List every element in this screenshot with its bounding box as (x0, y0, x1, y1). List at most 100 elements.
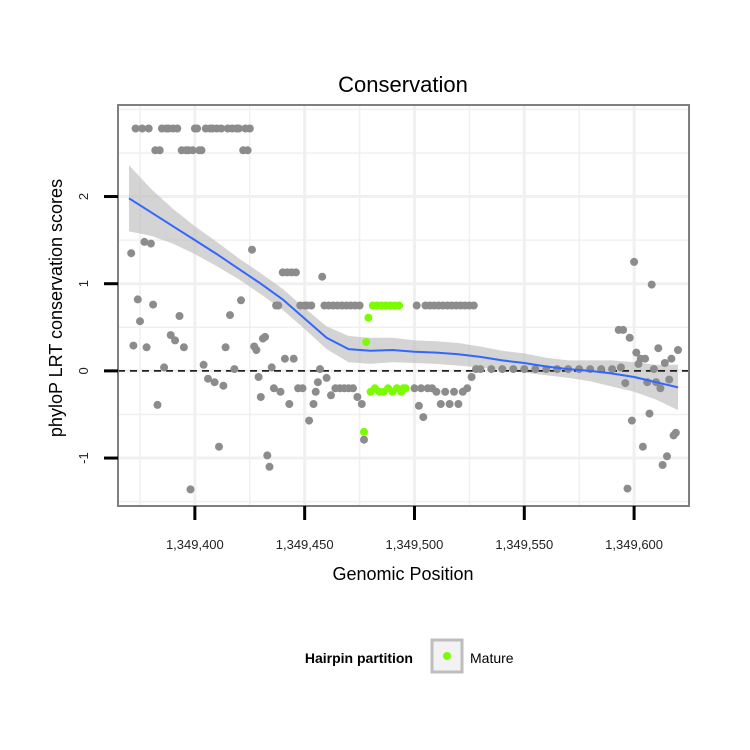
other-point (674, 346, 682, 354)
other-point (627, 416, 636, 425)
other-point (432, 387, 441, 396)
other-point (658, 461, 667, 469)
other-point (197, 146, 206, 155)
y-axis: -1 0 1 2 (76, 193, 118, 464)
mature-point (360, 427, 368, 436)
other-point (140, 237, 149, 246)
other-point (417, 384, 426, 393)
other-point (441, 387, 450, 396)
smooth-line-layer (128, 197, 679, 389)
x-tick-label: 1,349,550 (495, 537, 553, 552)
other-point (313, 378, 322, 387)
other-point (349, 384, 357, 393)
other-point (445, 400, 454, 408)
legend-key-mature-dot (443, 652, 451, 660)
other-point (531, 365, 540, 374)
other-point (219, 381, 228, 390)
y-tick-label: -1 (76, 452, 91, 464)
other-point (254, 373, 263, 381)
other-point (630, 257, 639, 266)
other-point (454, 400, 463, 408)
other-point (467, 373, 476, 381)
other-point (280, 354, 289, 363)
other-point (509, 365, 518, 374)
other-point (355, 301, 364, 310)
other-point (265, 462, 274, 471)
other-point (160, 363, 169, 372)
other-point (656, 384, 665, 393)
x-tick-label: 1,349,400 (166, 537, 224, 552)
y-tick-label: 1 (76, 280, 91, 287)
other-point (166, 331, 175, 340)
other-point (469, 301, 478, 310)
other-point (127, 249, 136, 258)
other-point (217, 124, 226, 133)
legend-title: Hairpin partition (305, 650, 413, 666)
other-point (625, 333, 634, 342)
other-point (638, 442, 647, 451)
other-point (269, 384, 278, 393)
other-point (138, 124, 147, 133)
other-point (146, 239, 155, 248)
other-point (136, 317, 144, 326)
other-point (616, 363, 625, 372)
other-point (153, 400, 162, 409)
y-tick-label: 2 (76, 193, 91, 200)
other-point (307, 301, 316, 310)
other-point (419, 413, 428, 422)
other-point (671, 428, 680, 437)
other-point (133, 295, 142, 304)
other-point (357, 400, 366, 408)
other-point (289, 354, 298, 363)
other-point (245, 124, 254, 133)
other-point (173, 124, 182, 133)
other-point (667, 354, 676, 363)
other-point (129, 341, 138, 350)
other-point (520, 365, 529, 374)
mature-point (401, 384, 410, 393)
other-point (316, 365, 324, 374)
legend: Hairpin partition Mature (305, 638, 514, 674)
other-point (175, 312, 184, 320)
other-point (210, 378, 219, 387)
other-point (608, 365, 617, 374)
other-point (641, 354, 650, 363)
other-point (660, 359, 669, 367)
other-point (276, 387, 285, 396)
other-point (144, 124, 153, 133)
other-point (619, 325, 628, 334)
mature-point (395, 301, 404, 310)
x-tick-label: 1,349,600 (605, 537, 663, 552)
other-point (248, 245, 256, 254)
other-point (647, 280, 656, 289)
y-tick-label: 0 (76, 367, 91, 374)
other-point (309, 400, 318, 408)
y-axis-title: phyloP LRT conservation scores (46, 179, 66, 437)
other-point (274, 301, 283, 310)
other-point (663, 452, 671, 461)
x-axis: 1,349,400 1,349,450 1,349,500 1,349,550 1,34… (166, 506, 663, 552)
other-point (412, 301, 421, 310)
other-point (243, 146, 252, 155)
other-point (487, 365, 496, 374)
mature-point (362, 338, 371, 347)
other-point (215, 442, 223, 451)
other-point (263, 451, 272, 460)
other-point (410, 384, 419, 393)
other-point (322, 373, 331, 382)
other-point (186, 485, 195, 494)
mature-point (364, 313, 373, 322)
other-point (623, 484, 632, 493)
other-point (131, 124, 140, 133)
other-point (149, 300, 158, 309)
other-point (305, 416, 314, 425)
other-point (632, 348, 641, 357)
other-point (476, 365, 485, 374)
other-point (285, 400, 294, 408)
other-point (298, 384, 307, 393)
other-point (256, 393, 265, 401)
x-axis-title: Genomic Position (332, 564, 473, 584)
other-point (665, 375, 674, 384)
legend-label-mature: Mature (470, 650, 514, 666)
